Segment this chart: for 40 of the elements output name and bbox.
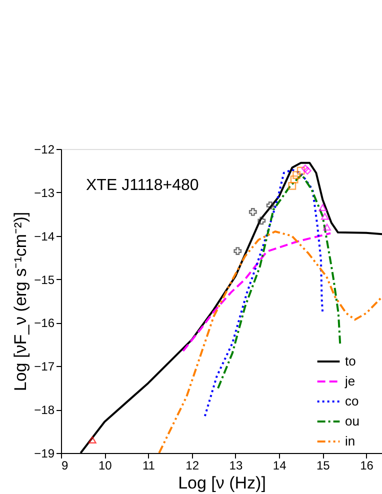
point	[323, 224, 331, 231]
y-tick-label: −16	[34, 316, 55, 330]
legend-label: in	[345, 434, 356, 448]
y-tick-label: −15	[34, 272, 55, 287]
point	[266, 202, 274, 210]
line-series	[182, 232, 332, 352]
point	[320, 212, 329, 220]
legend-label: je	[344, 374, 356, 388]
line-series	[158, 230, 382, 453]
point	[301, 164, 310, 172]
y-tick-label: −13	[34, 186, 55, 200]
point	[248, 208, 257, 216]
y-tick-label: −17	[34, 360, 55, 374]
y-tick-label: −14	[34, 229, 55, 244]
y-tick-label: −18	[34, 403, 55, 418]
x-tick-label: 11	[142, 458, 156, 472]
x-tick-label: 16	[360, 458, 374, 472]
x-tick-label: 10	[98, 458, 112, 472]
x-tick-label: 13	[229, 458, 243, 472]
y-tick-label: −19	[34, 446, 55, 460]
x-tick-label: 9	[62, 458, 68, 472]
legend-label: co	[345, 394, 359, 408]
point	[88, 436, 96, 444]
point	[292, 171, 300, 180]
annotation: XTE J1118+480	[86, 177, 199, 194]
point	[288, 182, 296, 190]
point	[318, 204, 327, 212]
x-axis-title: Log [ν (Hz)]	[178, 474, 266, 492]
y-axis-title: Log [νF_ν (erg s⁻¹cm⁻²)]	[11, 212, 30, 392]
point	[290, 175, 298, 184]
point	[303, 166, 312, 175]
legend-label: ou	[345, 414, 360, 428]
point	[234, 247, 242, 256]
x-tick-label: 14	[272, 458, 287, 472]
x-tick-label: 15	[316, 458, 330, 472]
x-tick-label: 12	[186, 458, 200, 472]
legend-label: to	[345, 354, 356, 368]
point	[258, 216, 266, 225]
y-tick-label: −12	[34, 142, 55, 156]
point	[296, 166, 305, 175]
